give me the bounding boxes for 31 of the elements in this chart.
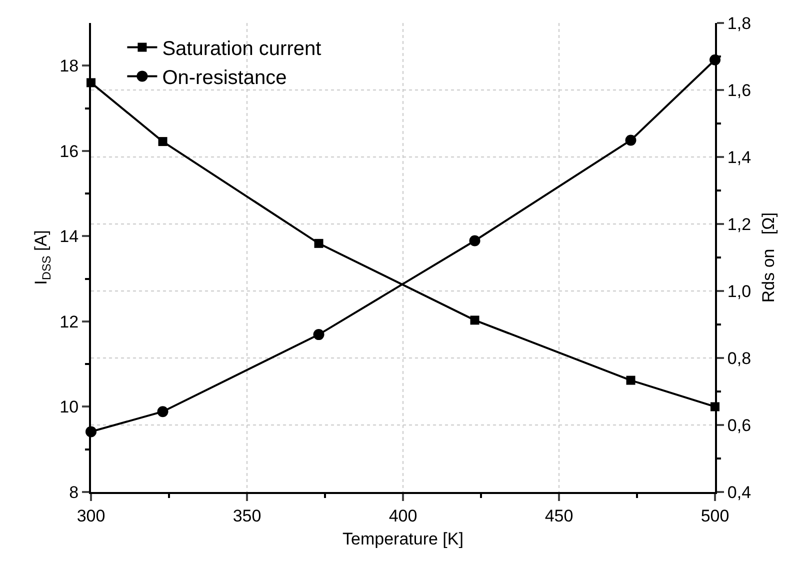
y2-axis-title: Rds on [Ω] (758, 212, 778, 303)
legend-label: Saturation current (162, 38, 322, 60)
point (470, 316, 480, 325)
y-tick-label: 10 (60, 398, 79, 417)
y-tick-label: 18 (60, 56, 79, 76)
y2-tick-label: 0,4 (727, 482, 752, 502)
x-tick-label: 450 (544, 506, 574, 526)
point (313, 329, 324, 340)
x-axis-title: Temperature [K] (342, 529, 464, 548)
x-tick-label: 400 (388, 506, 418, 526)
y2-tick-label: 1,0 (727, 282, 752, 301)
point (157, 406, 168, 418)
y2-tick-label: 0,6 (727, 416, 752, 435)
y2-tick-label: 1,6 (727, 80, 752, 100)
point (469, 235, 480, 246)
x-tick-label: 500 (700, 506, 730, 526)
y-tick-label: 12 (60, 312, 79, 332)
point (158, 137, 168, 146)
y2-tick-label: 1,2 (727, 214, 752, 234)
y-tick-label: 16 (60, 142, 79, 161)
x-tick-label: 300 (76, 506, 106, 526)
point (625, 134, 636, 146)
y2-tick-label: 0,8 (727, 348, 752, 368)
x-tick-label: 350 (232, 506, 262, 526)
y-tick-label: 14 (60, 227, 79, 246)
legend-label: On-resistance (162, 66, 287, 89)
y2-tick-label: 1,8 (727, 14, 752, 33)
y2-tick-label: 1,4 (727, 148, 752, 167)
point (314, 238, 324, 248)
point (626, 376, 636, 385)
y-tick-label: 8 (69, 482, 79, 502)
